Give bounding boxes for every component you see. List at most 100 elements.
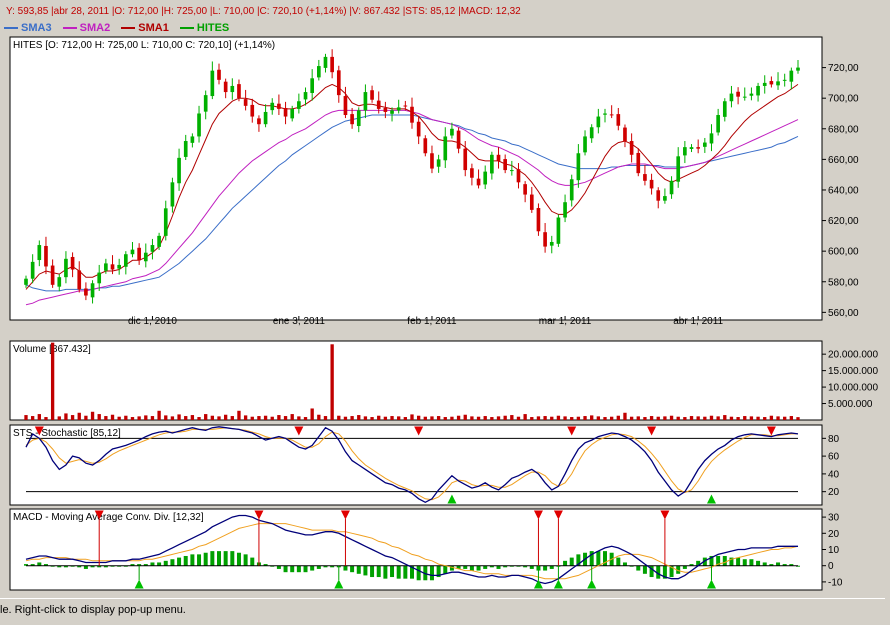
candle-body	[350, 114, 354, 125]
volume-bar	[570, 417, 574, 420]
volume-bar	[616, 415, 620, 420]
candle-body	[563, 202, 567, 218]
candle-body	[443, 136, 448, 161]
candle-body	[90, 283, 95, 298]
volume-bar	[237, 410, 241, 420]
volume-bar	[44, 417, 48, 420]
macd-histogram-bar	[217, 551, 221, 566]
volume-bar	[250, 416, 254, 420]
candle-body	[84, 288, 88, 296]
price-ytick-label: 560,00	[828, 308, 859, 319]
sts-title: STS - Stochastic [85,12]	[13, 428, 121, 439]
price-ytick-label: 660,00	[828, 155, 859, 166]
macd-histogram-bar	[177, 557, 182, 566]
candle-body	[436, 159, 441, 167]
volume-bar	[470, 416, 474, 420]
macd-ytick-label: 10	[828, 545, 840, 556]
legend-item-sma2[interactable]: SMA2	[62, 22, 110, 34]
volume-bar	[57, 416, 61, 420]
volume-bar	[736, 417, 740, 420]
macd-histogram-bar	[210, 551, 215, 566]
macd-histogram-bar	[443, 565, 448, 574]
macd-sell-signal	[94, 510, 104, 520]
legend-item-sma1[interactable]: SMA1	[121, 22, 169, 34]
candle-body	[403, 105, 408, 107]
candle-body	[423, 138, 428, 154]
macd-histogram-bar	[183, 555, 188, 566]
sts-sell-signal	[34, 426, 44, 436]
candle-body	[203, 95, 208, 112]
candle-body	[290, 108, 295, 119]
volume-bar	[330, 344, 334, 420]
volume-bar	[124, 415, 128, 420]
macd-histogram-bar	[789, 564, 794, 566]
volume-bar	[556, 415, 561, 420]
macd-histogram-bar	[296, 565, 301, 573]
candle-body	[569, 179, 574, 201]
volume-bar	[50, 342, 55, 420]
candle-body	[749, 93, 754, 96]
volume-bar	[343, 416, 348, 420]
macd-ytick-label: 0	[828, 561, 834, 572]
volume-bar	[503, 415, 507, 420]
volume-bar	[623, 412, 627, 420]
candle-body	[762, 82, 767, 86]
macd-histogram-bar	[290, 565, 295, 573]
legend-swatch	[4, 27, 18, 30]
volume-ytick-label: 5.000.000	[828, 399, 873, 410]
volume-bar	[357, 415, 361, 420]
volume-bar	[789, 416, 794, 420]
candle-body	[170, 182, 175, 207]
macd-histogram-bar	[170, 559, 175, 566]
candle-body	[323, 56, 328, 68]
candle-body	[237, 84, 241, 99]
chart-area[interactable]: 560,00 580,00 600,00 620,00 640,00 660,00 680,…	[0, 36, 890, 596]
candle-body	[230, 85, 235, 93]
macd-histogram-bar	[523, 565, 528, 568]
macd-panel[interactable]: -10 0 10 20 30 MACD - Moving Average Conv. Di…	[9, 508, 843, 591]
candle-body	[44, 245, 48, 267]
macd-histogram-bar	[323, 565, 328, 568]
macd-frame	[9, 508, 823, 591]
macd-histogram-bar	[137, 564, 142, 566]
sts-buy-signal	[447, 494, 457, 504]
volume-bar	[377, 415, 381, 420]
candle-body	[336, 70, 341, 96]
candle-body	[343, 96, 348, 116]
candle-body	[316, 66, 321, 78]
volume-bar	[496, 416, 501, 420]
macd-ytick-label: 30	[828, 513, 840, 524]
macd-sell-signal	[553, 510, 563, 520]
stochastic-panel[interactable]: 20 40 60 80 STS - Stochastic [85,12]	[9, 424, 840, 506]
legend-item-hites[interactable]: HITES	[179, 22, 229, 34]
legend-item-sma3[interactable]: SMA3	[4, 22, 52, 34]
macd-histogram-bar	[616, 557, 621, 566]
macd-histogram-bar	[330, 565, 335, 568]
price-ytick-label: 680,00	[828, 124, 859, 135]
candle-body	[303, 92, 308, 100]
quote-info-line: Y: 593,85 |abr 28, 2011 |O: 712,00 |H: 7…	[6, 6, 521, 17]
candle-body	[589, 127, 594, 139]
macd-histogram-bar	[150, 562, 155, 566]
candle-body	[789, 70, 794, 82]
macd-buy-signal	[334, 579, 344, 589]
candle-body	[110, 264, 115, 270]
candle-body	[177, 157, 181, 184]
candle-body	[257, 118, 261, 125]
sts-buy-signal	[706, 494, 716, 504]
candle-body	[683, 147, 687, 156]
volume-bar	[530, 417, 534, 420]
macd-histogram-bar	[689, 564, 694, 566]
candle-body	[523, 184, 527, 195]
macd-buy-signal	[587, 579, 597, 589]
volume-panel[interactable]: 5.000.00010.000.00015.000.00020.000.000V…	[9, 340, 878, 421]
volume-bar	[576, 416, 581, 420]
price-panel[interactable]: 560,00 580,00 600,00 620,00 640,00 660,00 680,…	[9, 36, 859, 327]
candle-body	[556, 217, 561, 244]
macd-histogram-bar	[756, 560, 761, 566]
sts-sell-signal	[294, 426, 304, 436]
sts-sell-signal	[647, 426, 657, 436]
macd-buy-signal	[533, 579, 543, 589]
macd-histogram-bar	[103, 565, 108, 568]
macd-histogram-bar	[223, 551, 228, 566]
